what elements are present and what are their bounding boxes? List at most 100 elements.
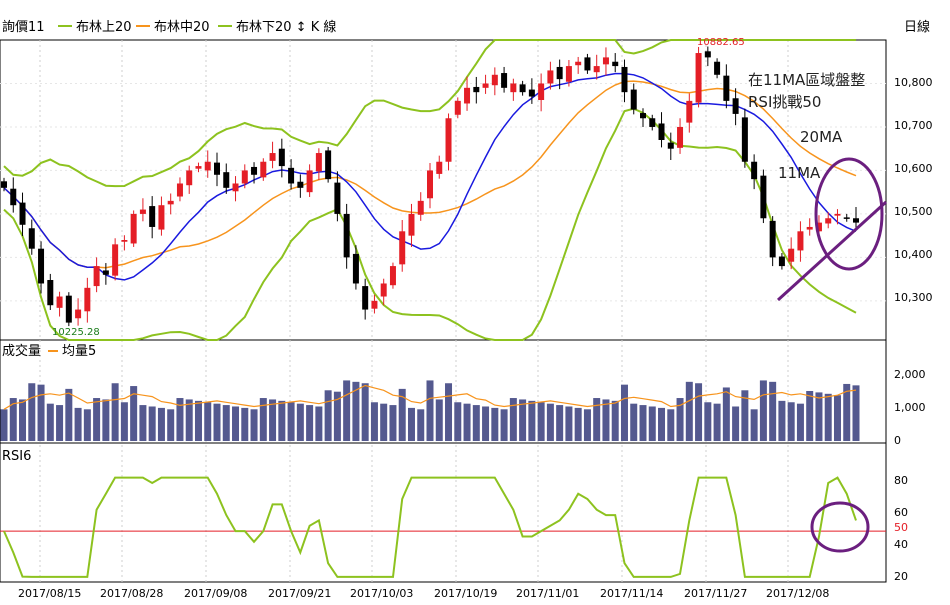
- candle-body-72: [667, 142, 674, 149]
- candle-body-8: [75, 309, 82, 319]
- volume-bar-89: [824, 393, 832, 441]
- volume-bar-28: [259, 398, 267, 441]
- candle-body-47: [436, 161, 443, 174]
- bollinger-bands: [3, 39, 857, 341]
- volume-bar-13: [120, 402, 128, 441]
- legend-middle-band: 布林中20: [154, 20, 210, 35]
- candle-body-65: [602, 57, 609, 65]
- candle-body-34: [315, 153, 322, 172]
- volume-bar-58: [537, 402, 545, 441]
- volume-bar-76: [704, 402, 712, 441]
- volume-avg-line: [3, 384, 857, 410]
- volume-bar-20: [185, 399, 193, 441]
- volume-bar-50: [463, 403, 471, 441]
- candle-body-23: [214, 162, 220, 175]
- candle-body-37: [343, 213, 350, 258]
- annotation-consolidation: 在11MA區域盤整: [748, 71, 865, 89]
- date-label-1208: 2017/12/08: [766, 587, 829, 600]
- volume-bar-45: [417, 409, 425, 441]
- candle-body-52: [482, 83, 489, 88]
- candle-body-12: [112, 244, 119, 276]
- volume-legend: 成交量: [2, 343, 41, 359]
- consolidation-circle: [814, 157, 884, 271]
- candle-body-50: [464, 87, 471, 104]
- candle-body-0: [1, 181, 7, 188]
- volume-bar-81: [750, 409, 758, 441]
- annotation-overlay: [776, 157, 888, 553]
- candle-body-73: [677, 126, 684, 148]
- rsi-tick-80: 80: [894, 474, 908, 487]
- trend-line: [776, 200, 888, 302]
- candle-body-57: [528, 89, 535, 97]
- candle-body-26: [241, 170, 248, 184]
- candle-body-45: [417, 200, 424, 215]
- candle-body-39: [362, 286, 369, 310]
- candle-body-49: [454, 100, 461, 115]
- volume-bar-59: [546, 403, 554, 441]
- candle-body-5: [47, 280, 54, 306]
- rsi-line-group: [0, 476, 886, 578]
- low-price-label: 10225.28: [52, 327, 100, 338]
- price-tick-10700: 10,700: [894, 119, 933, 132]
- date-label-1114: 2017/11/14: [600, 587, 663, 600]
- volume-bar-43: [398, 388, 406, 441]
- candle-body-61: [565, 66, 572, 82]
- candle-body-82: [760, 175, 767, 219]
- bollinger-upper-line: [3, 39, 856, 188]
- candle-body-15: [139, 209, 146, 214]
- volume-bar-29: [269, 399, 277, 441]
- volume-bar-80: [741, 390, 749, 441]
- volume-tick-1000: 1,000: [894, 401, 926, 414]
- candle-body-83: [769, 220, 776, 258]
- volume-bar-27: [250, 409, 258, 441]
- price-tick-10600: 10,600: [894, 162, 933, 175]
- volume-bar-70: [648, 406, 656, 441]
- volume-bar-53: [491, 407, 499, 441]
- candle-body-38: [352, 253, 359, 284]
- volume-bar-64: [593, 398, 601, 441]
- rsi-line: [3, 476, 857, 578]
- rsi-tick-20: 20: [894, 570, 908, 583]
- candle-body-89: [825, 218, 832, 224]
- candle-body-31: [288, 167, 295, 184]
- volume-bar-33: [306, 405, 314, 441]
- candle-body-59: [547, 70, 554, 84]
- candle-body-80: [741, 117, 748, 162]
- volume-bar-60: [556, 405, 564, 441]
- candle-body-11: [102, 270, 109, 275]
- candle-body-60: [556, 66, 563, 80]
- annotation-20ma: 20MA: [800, 128, 843, 146]
- legend-lower-band: 布林下20 ↕ K 線: [236, 19, 336, 35]
- volume-bar-1: [9, 398, 17, 441]
- period-label: 日線: [904, 19, 930, 35]
- volume-bar-18: [167, 409, 175, 441]
- rsi-tick-50: 50: [894, 521, 908, 534]
- volume-bar-82: [759, 380, 767, 441]
- volume-bar-52: [482, 406, 490, 441]
- candle-body-3: [28, 228, 35, 249]
- candle-body-21: [195, 166, 202, 169]
- candle-body-58: [538, 83, 545, 100]
- candle-body-28: [260, 161, 267, 178]
- volume-bar-44: [407, 407, 415, 441]
- candle-body-44: [408, 213, 415, 236]
- volume-bar-42: [389, 405, 397, 441]
- volume-bar-14: [130, 386, 138, 441]
- volume-bar-49: [454, 402, 462, 441]
- candle-body-77: [714, 61, 721, 75]
- volume-bar-9: [83, 409, 91, 441]
- volume-bar-90: [833, 395, 841, 441]
- volume-bar-46: [426, 380, 434, 441]
- candle-body-85: [788, 248, 795, 262]
- candle-body-7: [65, 295, 72, 323]
- volume-bar-36: [333, 391, 341, 441]
- volume-bar-48: [445, 383, 453, 441]
- volume-bar-67: [620, 384, 628, 441]
- candle-body-62: [575, 61, 582, 66]
- ma20-line: [3, 80, 857, 269]
- volume-bar-72: [667, 409, 675, 441]
- candle-body-76: [704, 51, 711, 58]
- volume-bar-40: [370, 402, 378, 441]
- volume-bar-31: [287, 402, 295, 441]
- volume-bar-24: [222, 405, 230, 441]
